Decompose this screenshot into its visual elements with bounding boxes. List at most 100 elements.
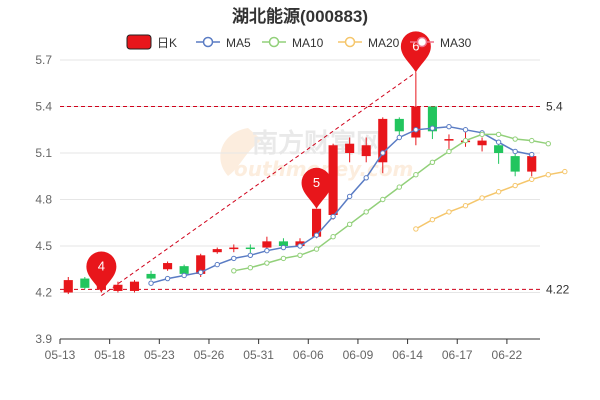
series-line-ma10 [233, 133, 549, 272]
series-point-ma5 [396, 134, 403, 141]
series-point-ma20 [545, 172, 551, 178]
candle-body [345, 143, 355, 153]
candle-body [196, 255, 206, 274]
series-point-ma5 [197, 269, 204, 276]
series-point-ma10 [247, 265, 254, 271]
candle [146, 270, 156, 281]
series-point-ma5 [380, 150, 386, 156]
candle-icon [126, 34, 152, 50]
candle [80, 277, 90, 290]
annotation-pin: 4 [86, 251, 117, 293]
series-point-ma10 [446, 148, 452, 155]
x-tick-label: 06-14 [392, 348, 423, 362]
series-point-ma5 [164, 275, 171, 282]
candle-body [278, 241, 288, 246]
annotation-label: 6 [412, 38, 419, 53]
line-circle-icon [262, 36, 286, 48]
legend: 日K MA5 MA10 MA20 MA30 [126, 34, 472, 50]
candle [361, 137, 371, 163]
x-tick-label: 06-09 [343, 348, 374, 362]
series-point-ma5 [330, 213, 336, 220]
annotation-label: 4 [98, 259, 105, 274]
reference-line-label: 4.22 [546, 282, 570, 296]
legend-label: 日K [157, 36, 177, 50]
series-point-ma5 [495, 139, 502, 145]
series-line-ma5 [150, 125, 532, 284]
series-point-ma10 [330, 234, 336, 240]
x-tick-label: 05-13 [45, 348, 76, 362]
reference-line-label: 5.4 [546, 100, 563, 114]
series-point-ma20 [429, 216, 436, 223]
candle-body [427, 106, 437, 132]
annotation-pin: 5 [301, 167, 332, 209]
candle [212, 247, 222, 254]
candle [427, 106, 437, 140]
candle [328, 143, 338, 220]
annotation-pin: 6 [400, 31, 431, 73]
series-point-ma5 [280, 244, 287, 251]
series-point-ma10 [512, 136, 518, 142]
y-tick-label: 5.4 [35, 100, 52, 114]
series-point-ma20 [495, 189, 502, 195]
candle-body [113, 284, 123, 291]
y-tick-label: 4.8 [35, 193, 52, 207]
y-tick-label: 3.9 [35, 332, 52, 346]
series-point-ma5 [297, 243, 303, 249]
series-point-ma10 [396, 184, 403, 190]
candle [411, 72, 421, 146]
legend-label: MA20 [368, 36, 400, 50]
annotation-pin-shape [301, 167, 332, 209]
candle-body [527, 156, 537, 172]
x-tick-label: 05-23 [144, 348, 175, 362]
legend-marker [416, 36, 428, 48]
series-point-ma5 [148, 280, 154, 286]
legend-label: MA10 [292, 36, 324, 50]
legend-item-ma5: MA5 [196, 36, 251, 50]
candle [477, 137, 487, 152]
candle-body [80, 278, 90, 288]
series-point-ma10 [413, 172, 419, 178]
series-point-ma5 [313, 232, 320, 238]
candle-body [494, 145, 504, 153]
series-point-ma10 [495, 131, 502, 138]
legend-marker [344, 36, 356, 48]
candle-body [378, 118, 388, 163]
line-circle-icon [338, 36, 362, 48]
candle [345, 137, 355, 163]
series-point-ma5 [247, 252, 254, 259]
candle-body [129, 281, 140, 291]
candle-body [394, 118, 404, 132]
line-circle-icon [410, 36, 434, 48]
series-point-ma5 [462, 127, 469, 133]
series-point-ma5 [346, 193, 353, 200]
candle [113, 281, 123, 293]
series-point-ma10 [479, 131, 485, 138]
y-tick-label: 5.7 [35, 53, 52, 67]
series-point-ma20 [446, 209, 452, 215]
candle-body [179, 266, 189, 274]
legend-item-ma10: MA10 [262, 36, 324, 50]
candle [129, 280, 140, 293]
series-point-ma10 [529, 137, 535, 144]
y-tick-label: 5.1 [35, 146, 52, 160]
candle [245, 244, 255, 254]
candle-body [163, 263, 173, 270]
candle [378, 117, 388, 174]
candle [444, 134, 454, 150]
y-tick-label: 4.5 [35, 239, 52, 253]
candle-body [328, 145, 338, 215]
x-tick-label: 05-18 [94, 348, 125, 362]
candle [394, 117, 404, 138]
series-point-ma10 [280, 255, 287, 262]
x-tick-label: 05-31 [243, 348, 274, 362]
legend-label: MA30 [440, 36, 472, 50]
candle-body [477, 140, 487, 146]
series-point-ma5 [529, 151, 535, 158]
series-point-ma10 [313, 246, 320, 252]
series-point-ma5 [231, 255, 237, 262]
series-point-ma10 [462, 137, 469, 144]
candle-body [312, 208, 322, 237]
legend-item-kline: 日K [126, 34, 177, 50]
series-point-ma20 [479, 195, 485, 201]
legend-item-ma30: MA30 [410, 36, 472, 50]
